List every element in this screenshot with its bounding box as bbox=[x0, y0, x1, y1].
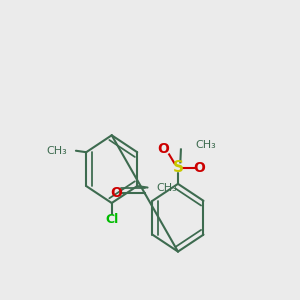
Text: CH₃: CH₃ bbox=[46, 146, 67, 156]
Text: Cl: Cl bbox=[105, 213, 118, 226]
Text: CH₃: CH₃ bbox=[156, 182, 177, 193]
Text: CH₃: CH₃ bbox=[195, 140, 216, 150]
Text: O: O bbox=[194, 161, 206, 175]
Text: O: O bbox=[157, 142, 169, 156]
Text: O: O bbox=[110, 186, 122, 200]
Text: S: S bbox=[172, 160, 184, 175]
